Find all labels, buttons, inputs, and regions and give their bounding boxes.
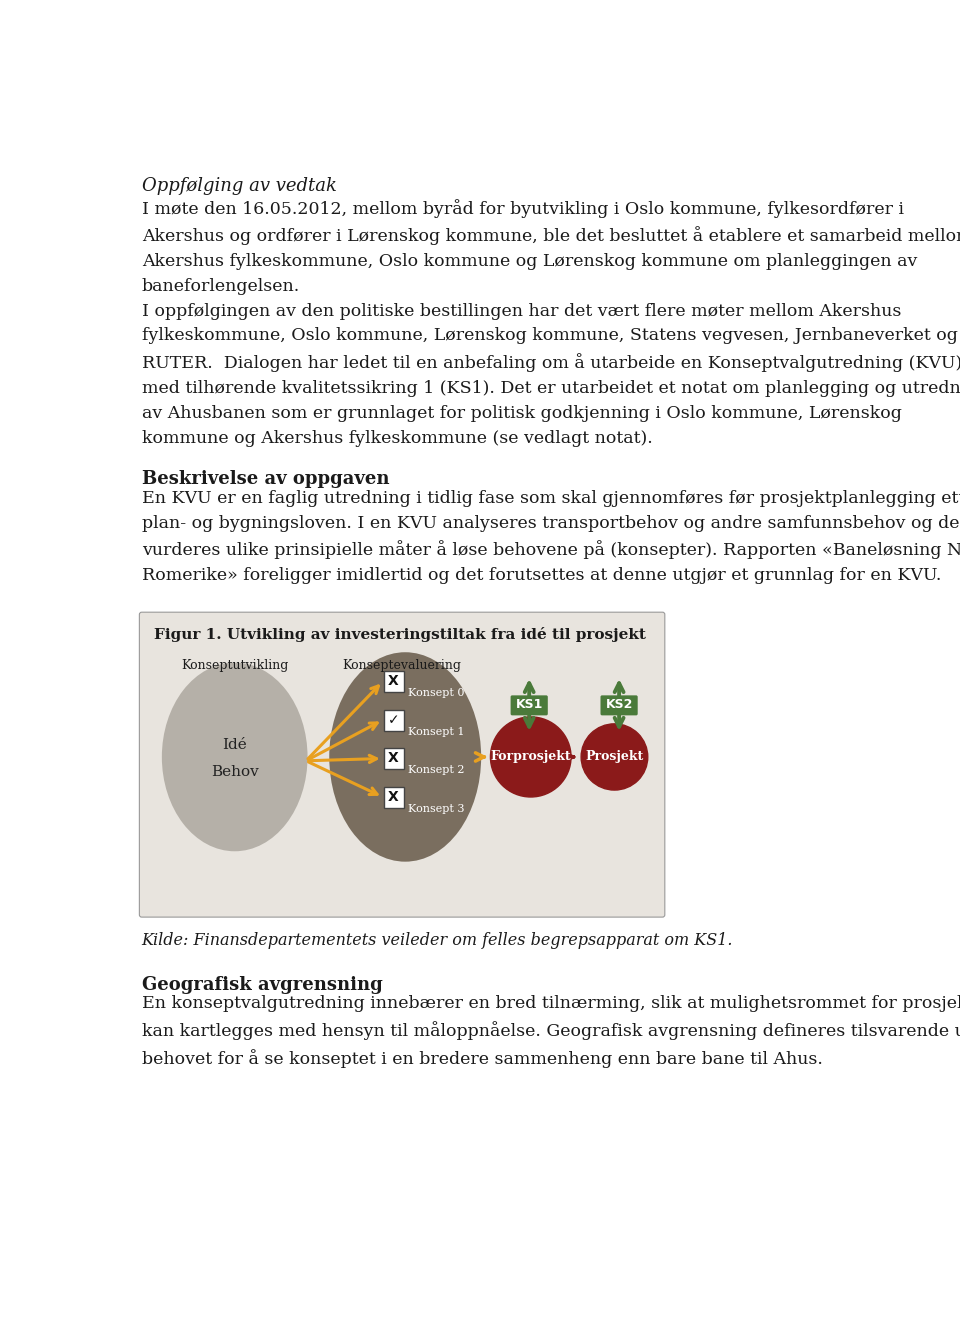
Circle shape <box>491 717 571 797</box>
FancyBboxPatch shape <box>383 710 404 730</box>
FancyBboxPatch shape <box>383 672 404 693</box>
Text: Konseptevaluering: Konseptevaluering <box>342 659 461 672</box>
Text: En KVU er en faglig utredning i tidlig fase som skal gjennomføres før prosjektpl: En KVU er en faglig utredning i tidlig f… <box>142 490 960 585</box>
FancyBboxPatch shape <box>383 749 404 769</box>
Text: Prosjekt: Prosjekt <box>586 750 643 764</box>
Text: Beskrivelse av oppgaven: Beskrivelse av oppgaven <box>142 470 389 487</box>
Text: Oppfølging av vedtak: Oppfølging av vedtak <box>142 178 337 195</box>
Text: Konseptutvikling: Konseptutvikling <box>181 659 288 672</box>
FancyBboxPatch shape <box>601 696 637 716</box>
Text: Figur 1. Utvikling av investeringstiltak fra idé til prosjekt: Figur 1. Utvikling av investeringstiltak… <box>155 627 646 642</box>
Text: En konseptvalgutredning innebærer en bred tilnærming, slik at mulighetsrommet fo: En konseptvalgutredning innebærer en bre… <box>142 995 960 1068</box>
Text: Konsept 2: Konsept 2 <box>408 765 465 776</box>
Circle shape <box>581 724 648 790</box>
FancyBboxPatch shape <box>139 613 665 917</box>
Ellipse shape <box>162 662 307 852</box>
Text: X: X <box>388 790 399 804</box>
Ellipse shape <box>329 653 481 861</box>
Text: Konsept 0: Konsept 0 <box>408 689 465 698</box>
Text: KS1: KS1 <box>516 698 543 712</box>
Text: Konsept 1: Konsept 1 <box>408 728 465 737</box>
Text: Forprosjekt: Forprosjekt <box>491 750 571 764</box>
Text: I oppfølgingen av den politiske bestillingen har det vært flere møter mellom Ake: I oppfølgingen av den politiske bestilli… <box>142 303 960 447</box>
Text: X: X <box>388 752 399 765</box>
Text: X: X <box>388 674 399 689</box>
Text: Geografisk avgrensning: Geografisk avgrensning <box>142 976 382 995</box>
Text: Idé: Idé <box>223 738 247 753</box>
Text: Kilde: Finansdepartementets veileder om felles begrepsapparat om KS1.: Kilde: Finansdepartementets veileder om … <box>142 932 733 949</box>
FancyBboxPatch shape <box>511 696 548 716</box>
Text: I møte den 16.05.2012, mellom byråd for byutvikling i Oslo kommune, fylkesordfør: I møte den 16.05.2012, mellom byråd for … <box>142 199 960 295</box>
FancyBboxPatch shape <box>383 786 404 808</box>
Text: Konsept 3: Konsept 3 <box>408 804 465 814</box>
Text: ✓: ✓ <box>388 713 399 728</box>
Text: Behov: Behov <box>211 765 258 780</box>
Text: KS2: KS2 <box>606 698 633 712</box>
